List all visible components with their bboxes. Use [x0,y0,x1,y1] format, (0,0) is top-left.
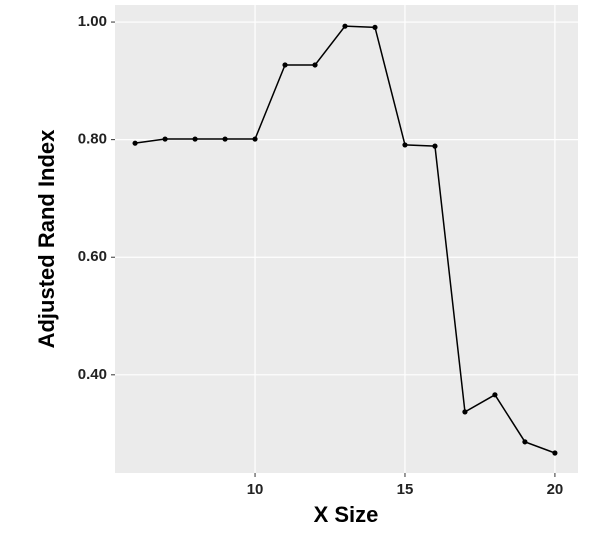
point [162,136,168,142]
y-tick-label: 1.00 [78,13,107,30]
point [402,142,408,148]
point [492,392,498,398]
x-tick-label: 15 [397,481,414,498]
y-tick-label: 0.60 [78,248,107,265]
point [432,143,438,149]
x-tick-label: 10 [247,481,264,498]
point [552,450,558,456]
panel [115,5,578,473]
x-tick-label: 20 [547,481,564,498]
y-axis-title: Adjusted Rand Index [34,129,59,349]
point [462,409,468,415]
y-tick-label: 0.40 [78,366,107,383]
point [522,439,528,445]
y-tick-label: 0.80 [78,131,107,148]
point [222,136,228,142]
point [282,62,288,68]
point [192,136,198,142]
point [372,24,378,30]
point [132,140,138,146]
point [342,23,348,29]
point [312,62,318,68]
x-axis-title: X Size [314,502,379,527]
point [252,136,258,142]
